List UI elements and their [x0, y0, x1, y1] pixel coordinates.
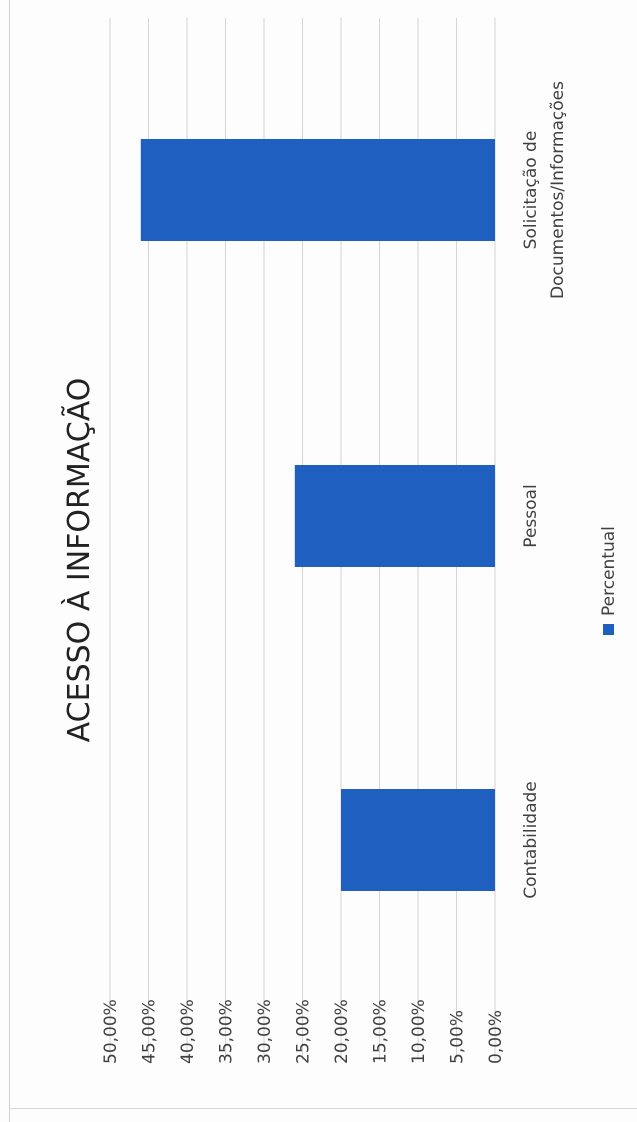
bar: [341, 789, 495, 891]
bar: [294, 465, 495, 567]
category-labels: Contabilidade Pessoal Solicitação de Docume…: [521, 81, 568, 899]
legend: Percentual: [599, 526, 619, 635]
category-label: Contabilidade: [521, 781, 541, 899]
category-label: Solicitação de: [521, 131, 541, 250]
legend-label: Percentual: [599, 526, 619, 616]
y-tick-label: 30,00%: [255, 999, 275, 1064]
y-axis-tick-labels: 0,00% 5,00% 10,00% 15,00% 20,00% 25,00% 30,00%…: [101, 999, 506, 1064]
chart-title: ACESSO À INFORMAÇÃO: [61, 378, 97, 743]
page-border-bottom: [9, 1108, 637, 1109]
y-tick-label: 0,00%: [486, 1010, 506, 1064]
category-label: Pessoal: [521, 484, 541, 547]
legend-swatch: [603, 624, 614, 635]
y-tick-label: 5,00%: [448, 1010, 468, 1064]
y-tick-label: 25,00%: [294, 999, 314, 1064]
category-label: Documentos/Informações: [548, 81, 568, 299]
page-border-left: [9, 0, 10, 1122]
y-tick-label: 50,00%: [101, 999, 121, 1064]
y-tick-label: 40,00%: [178, 999, 198, 1064]
y-tick-label: 20,00%: [332, 999, 352, 1064]
y-tick-label: 45,00%: [140, 999, 160, 1064]
y-tick-label: 35,00%: [217, 999, 237, 1064]
y-tick-label: 10,00%: [409, 999, 429, 1064]
bars: [140, 139, 496, 891]
bar: [140, 139, 496, 241]
y-tick-label: 15,00%: [371, 999, 391, 1064]
